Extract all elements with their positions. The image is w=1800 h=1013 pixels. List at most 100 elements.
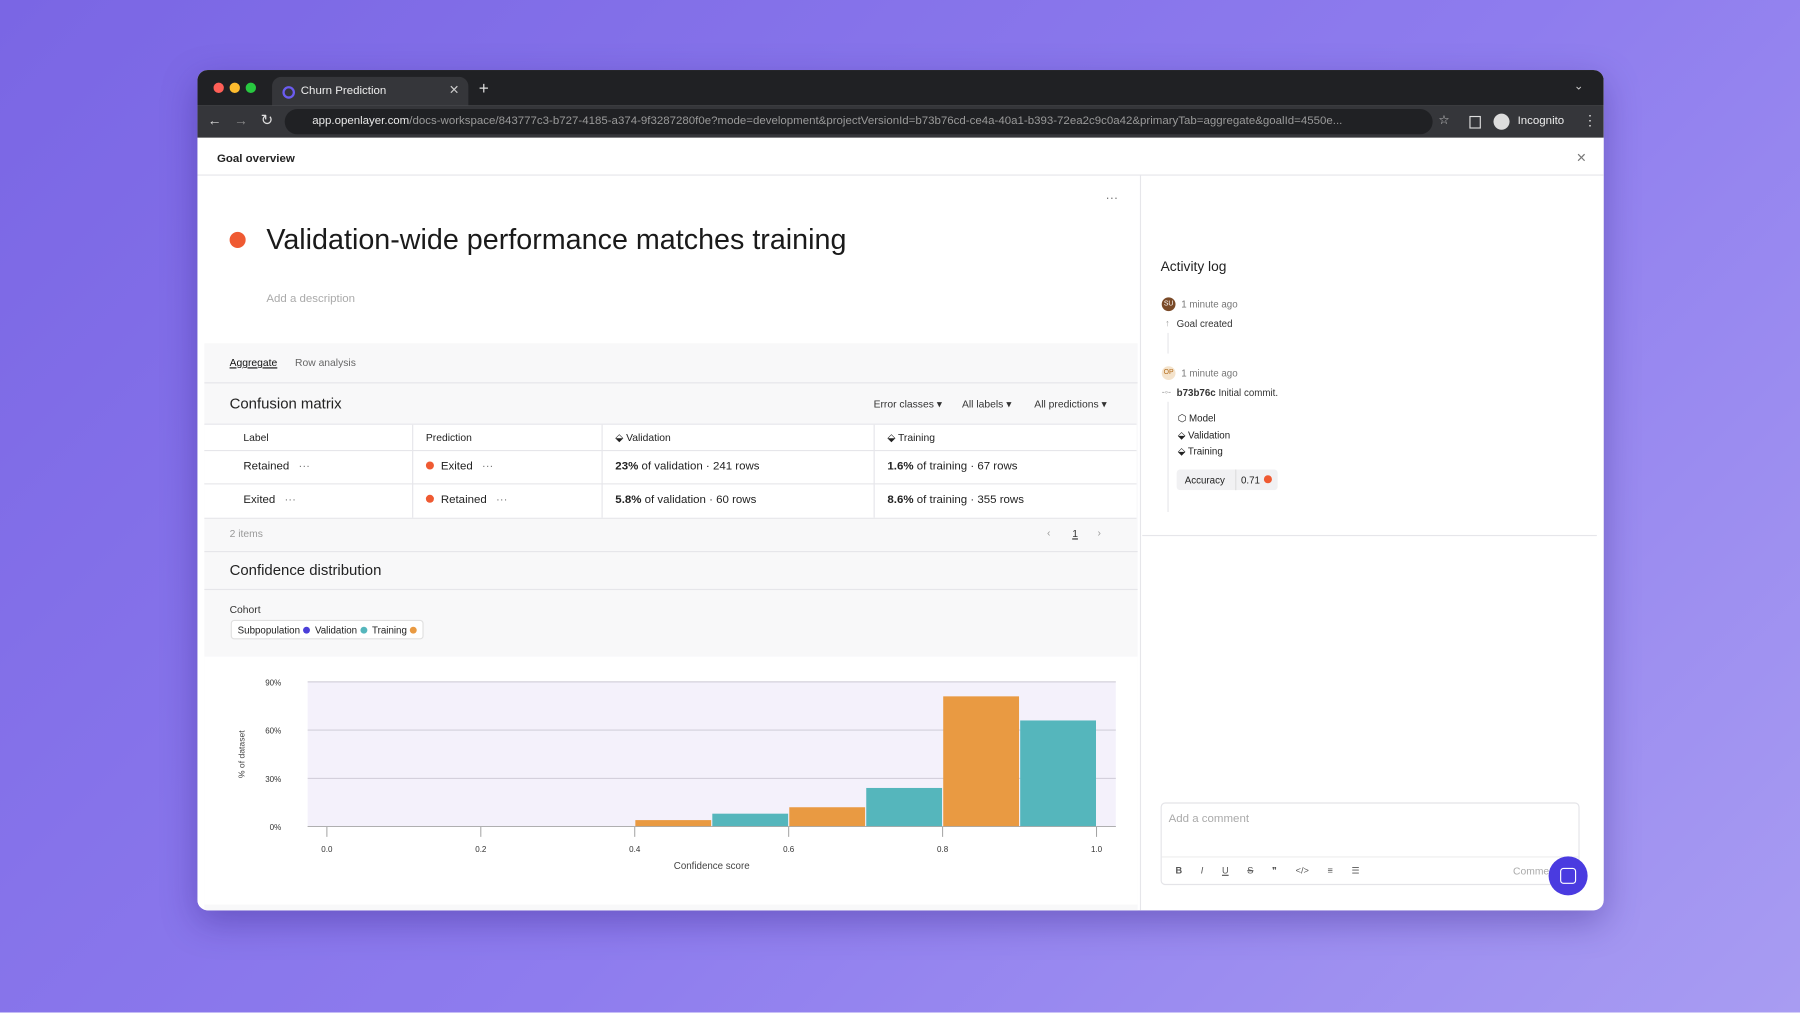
chat-icon bbox=[1560, 867, 1577, 884]
format-toolbar[interactable]: B I U S ❞ </> ≡ ☰ bbox=[1175, 865, 1360, 876]
row-menu[interactable]: ··· bbox=[298, 460, 310, 473]
panel-close[interactable]: ✕ bbox=[1576, 151, 1587, 166]
divider bbox=[1139, 174, 1142, 911]
filter-dropdown[interactable]: Error classes ▾ bbox=[873, 398, 942, 410]
toolbar: ← → ↻ app.openlayer.com/docs-workspace/8… bbox=[197, 105, 1604, 138]
bar bbox=[943, 696, 1020, 827]
table-cell: 23% of validation · 241 rows bbox=[615, 461, 759, 472]
close-button[interactable] bbox=[213, 82, 224, 93]
back-button[interactable]: ← bbox=[207, 112, 222, 129]
x-tick-label: 0.0 bbox=[321, 845, 333, 854]
filter-label: All labels bbox=[961, 398, 1004, 410]
bookmark-star[interactable]: ☆ bbox=[1438, 113, 1450, 128]
histogram: 0% 30% 60% 90% 0.0 0.2 0.4 0.6 0.8 1.0 Confidence … bbox=[237, 678, 1116, 872]
next-page[interactable]: › bbox=[1097, 526, 1101, 539]
column-header: ⬙ Validation bbox=[615, 431, 671, 444]
y-axis-title: % of dataset bbox=[237, 730, 247, 778]
comment-box[interactable]: Add a comment B I U S ❞ </> ≡ ☰ Comment bbox=[1160, 802, 1580, 886]
reload-button[interactable]: ↻ bbox=[260, 111, 274, 129]
maximize-button[interactable] bbox=[245, 82, 256, 93]
log-text: Goal created bbox=[1176, 317, 1233, 330]
page-number[interactable]: 1 bbox=[1072, 528, 1078, 540]
url: app.openlayer.com/docs-workspace/843777c… bbox=[312, 114, 1343, 128]
x-tick-label: 0.6 bbox=[783, 845, 795, 854]
minimize-button[interactable] bbox=[229, 82, 240, 93]
panel-title: Activity log bbox=[1160, 258, 1227, 275]
chat-launcher[interactable] bbox=[1548, 856, 1588, 896]
browser-menu[interactable]: ⋮ bbox=[1583, 112, 1597, 129]
validation-pct: 23% bbox=[615, 460, 639, 473]
url-path: /docs-workspace/843777c3-b727-4185-a374-… bbox=[409, 114, 1343, 128]
panel-title: Goal overview bbox=[216, 152, 295, 166]
tab-menu[interactable]: ⌄ bbox=[1573, 80, 1584, 93]
item-count: 2 items bbox=[229, 528, 263, 540]
tab-close[interactable]: ✕ bbox=[448, 83, 460, 98]
legend-swatch bbox=[360, 626, 368, 634]
bar bbox=[1020, 720, 1097, 827]
tab[interactable]: Row analysis bbox=[295, 357, 356, 369]
artifact: ⬙ Validation bbox=[1177, 429, 1231, 441]
training-detail: of training · 67 rows bbox=[916, 460, 1018, 473]
avatar: OP bbox=[1161, 366, 1176, 380]
goal-title: Validation-wide performance matches trai… bbox=[266, 223, 847, 256]
prediction-value: Exited bbox=[440, 460, 473, 473]
timestamp: 1 minute ago bbox=[1181, 298, 1238, 310]
commit-hash: b73b76c bbox=[1176, 386, 1216, 399]
table-cell: Exited ··· bbox=[425, 460, 494, 473]
table-cell: 5.8% of validation · 60 rows bbox=[615, 493, 757, 507]
title-bar: Churn Prediction ✕ + ⌄ bbox=[197, 70, 1604, 106]
address-bar[interactable]: app.openlayer.com/docs-workspace/843777c… bbox=[284, 109, 1450, 135]
divider bbox=[1142, 534, 1597, 537]
more-menu[interactable]: ··· bbox=[1105, 191, 1119, 206]
log-text: b73b76c Initial commit. bbox=[1177, 388, 1278, 398]
row-divider bbox=[204, 449, 1137, 452]
cohort-label: Cohort bbox=[229, 603, 261, 616]
forward-button[interactable]: → bbox=[234, 112, 248, 129]
confusion-table: Label Prediction ⬙ Validation ⬙ Training… bbox=[204, 423, 1137, 519]
description-input[interactable]: Add a description bbox=[266, 292, 356, 306]
section-title: Confusion matrix bbox=[229, 394, 342, 413]
training-pct: 8.6% bbox=[887, 493, 914, 507]
row-menu: ··· bbox=[481, 460, 494, 473]
filter-dropdown[interactable]: All predictions ▾ bbox=[1034, 398, 1107, 410]
row-menu: ··· bbox=[495, 493, 508, 507]
tab[interactable]: Aggregate bbox=[229, 357, 278, 369]
tab-icon bbox=[282, 86, 296, 99]
app-content: Goal overview ✕ ··· Validation-wide perf… bbox=[197, 137, 1604, 911]
profile-name[interactable]: Incognito bbox=[1517, 114, 1565, 128]
url-host: app.openlayer.com bbox=[312, 114, 410, 128]
training-pct: 1.6% bbox=[887, 460, 914, 473]
divider bbox=[204, 382, 1138, 384]
browser-window: Churn Prediction ✕ + ⌄ ← → ↻ app.openlay… bbox=[197, 70, 1604, 911]
y-tick-label: 0% bbox=[270, 823, 282, 832]
x-tick-label: 0.8 bbox=[937, 845, 949, 854]
col-divider bbox=[412, 424, 414, 518]
bar bbox=[635, 820, 712, 827]
bar bbox=[866, 787, 943, 827]
browser-tab[interactable]: Churn Prediction ✕ bbox=[272, 76, 469, 106]
x-axis-title: Confidence score bbox=[674, 861, 750, 872]
avatar: SU bbox=[1161, 297, 1176, 312]
prev-page[interactable]: ‹ bbox=[1046, 526, 1051, 539]
table-cell: Exited ··· bbox=[243, 493, 296, 507]
comment-button[interactable]: Comment bbox=[1513, 865, 1558, 878]
status-dot bbox=[425, 494, 434, 503]
validation-detail: of validation · 60 rows bbox=[644, 493, 757, 507]
side-panel-button[interactable] bbox=[1469, 115, 1481, 129]
comment-input[interactable]: Add a comment bbox=[1168, 812, 1250, 826]
filter-dropdown[interactable]: All labels ▾ bbox=[961, 398, 1012, 410]
table-cell: Retained ··· bbox=[243, 461, 310, 472]
cohort-selector[interactable]: Subpopulation Validation Training bbox=[230, 619, 425, 640]
bar bbox=[712, 813, 789, 827]
filter-label: Error classes bbox=[873, 398, 934, 410]
metric-value: 0.71 bbox=[1240, 474, 1260, 486]
row-menu[interactable]: ··· bbox=[284, 493, 296, 507]
status-dot bbox=[425, 461, 434, 470]
legend-item: Subpopulation bbox=[238, 624, 311, 635]
commit-icon: -◦- bbox=[1161, 386, 1172, 398]
new-tab[interactable]: + bbox=[478, 79, 489, 99]
pin-icon: ↑ bbox=[1165, 317, 1170, 329]
status-dot bbox=[1263, 475, 1272, 484]
prediction-value: Retained bbox=[440, 493, 487, 507]
